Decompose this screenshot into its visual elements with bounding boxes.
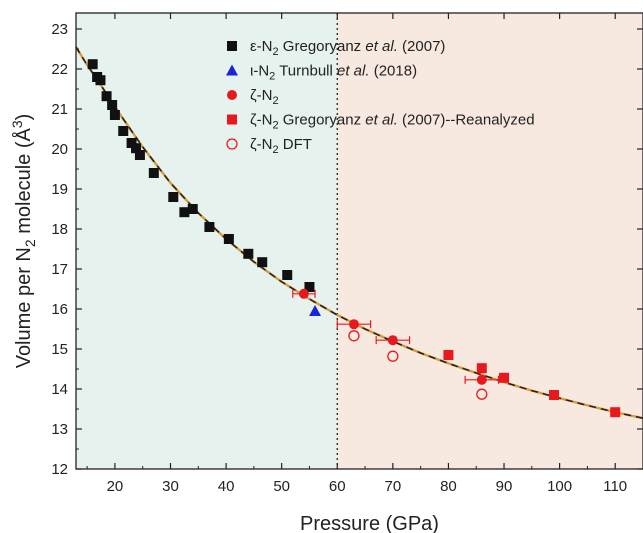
data-point-series-1: [87, 59, 98, 70]
data-point-series-4: [610, 407, 621, 418]
x-tick-label: 60: [329, 478, 346, 495]
y-tick-label: 17: [51, 261, 68, 278]
fit-curve-line: [74, 46, 643, 420]
data-point-series-1: [187, 204, 198, 214]
y-tick-label: 20: [51, 141, 68, 158]
data-point-series-4: [443, 350, 454, 360]
x-tick-label: 30: [162, 478, 179, 495]
data-point-series-4: [549, 390, 560, 400]
legend-marker-4: [227, 114, 237, 125]
data-point-series-1: [282, 270, 293, 280]
plot-frame: [75, 12, 643, 470]
data-point-series-5: [476, 388, 488, 400]
data-point-series-4: [499, 372, 510, 383]
y-tick-label: 19: [51, 181, 68, 198]
data-point-series-1: [101, 91, 112, 102]
fit-curve: [74, 46, 643, 420]
data-point-series-1: [107, 100, 118, 110]
data-point-series-3: [298, 288, 309, 299]
x-tick-label: 20: [107, 478, 124, 495]
x-tick-label: 50: [273, 478, 290, 495]
legend-label-3: ζ-N2: [250, 87, 279, 107]
data-points: [87, 59, 621, 418]
data-point-series-1: [257, 257, 268, 268]
legend-label-1: ε-N2 Gregoryanz et al. (2007): [250, 38, 445, 58]
x-tick-label: 80: [440, 478, 457, 495]
data-point-series-3: [387, 335, 398, 346]
data-point-series-1: [126, 138, 137, 148]
y-tick-label: 22: [51, 61, 68, 78]
y-axis-ticks: 12 13 14 15 16 17 18 19 20 21 22 23: [51, 21, 643, 478]
data-point-series-1: [168, 192, 179, 202]
data-point-series-3: [348, 319, 359, 330]
legend-marker-5: [226, 138, 238, 150]
y-tick-label: 23: [51, 21, 68, 38]
data-point-series-4: [476, 363, 487, 374]
data-point-series-1: [243, 248, 254, 259]
data-point-series-1: [179, 207, 190, 218]
y-tick-label: 12: [51, 461, 68, 478]
data-point-series-1: [95, 75, 106, 86]
legend-marker-2: [226, 64, 238, 76]
data-point-series-1: [118, 126, 129, 136]
phase-regions: [76, 13, 643, 469]
y-tick-label: 13: [51, 421, 68, 438]
phase-region-1: [76, 13, 338, 469]
legend-label-2: ι-N2 Turnbull et al. (2018): [250, 63, 417, 83]
data-point-series-1: [148, 168, 159, 178]
y-tick-label: 21: [51, 101, 68, 118]
legend-label-4: ζ-N2 Gregoryanz et al. (2007)--Reanalyze…: [250, 112, 535, 132]
y-tick-label: 14: [51, 381, 68, 398]
y-tick-label: 18: [51, 221, 68, 238]
data-point-series-1: [134, 150, 145, 160]
x-tick-label: 100: [547, 478, 572, 495]
legend-label-5: ζ-N2 DFT: [250, 136, 312, 156]
x-tick-label: 90: [496, 478, 513, 495]
data-point-series-3: [476, 374, 487, 385]
y-axis-title: Volume per N2 molecule (Å3): [9, 114, 38, 369]
x-axis-title: Pressure (GPa): [300, 513, 439, 533]
data-point-series-1: [304, 282, 315, 292]
data-point-series-1: [131, 143, 142, 154]
phase-region-2: [337, 13, 643, 469]
data-point-series-5: [387, 350, 399, 362]
y-tick-label: 15: [51, 341, 68, 358]
x-axis-ticks: 20 30 40 50 60 70 80 90 100 110: [86, 13, 627, 495]
y-tick-label: 16: [51, 301, 68, 318]
x-tick-label: 40: [218, 478, 235, 495]
legend-marker-3: [227, 90, 237, 100]
data-point-series-1: [204, 222, 215, 232]
legend-marker-1: [227, 41, 237, 51]
x-tick-label: 110: [603, 478, 627, 495]
data-point-series-5: [348, 330, 360, 342]
data-point-series-2: [309, 305, 322, 316]
data-point-series-1: [109, 110, 120, 120]
legend: ε-N2 Gregoryanz et al. (2007) ι-N2 Turnbu…: [226, 38, 535, 156]
data-point-series-1: [223, 234, 234, 244]
x-tick-label: 70: [385, 478, 402, 495]
